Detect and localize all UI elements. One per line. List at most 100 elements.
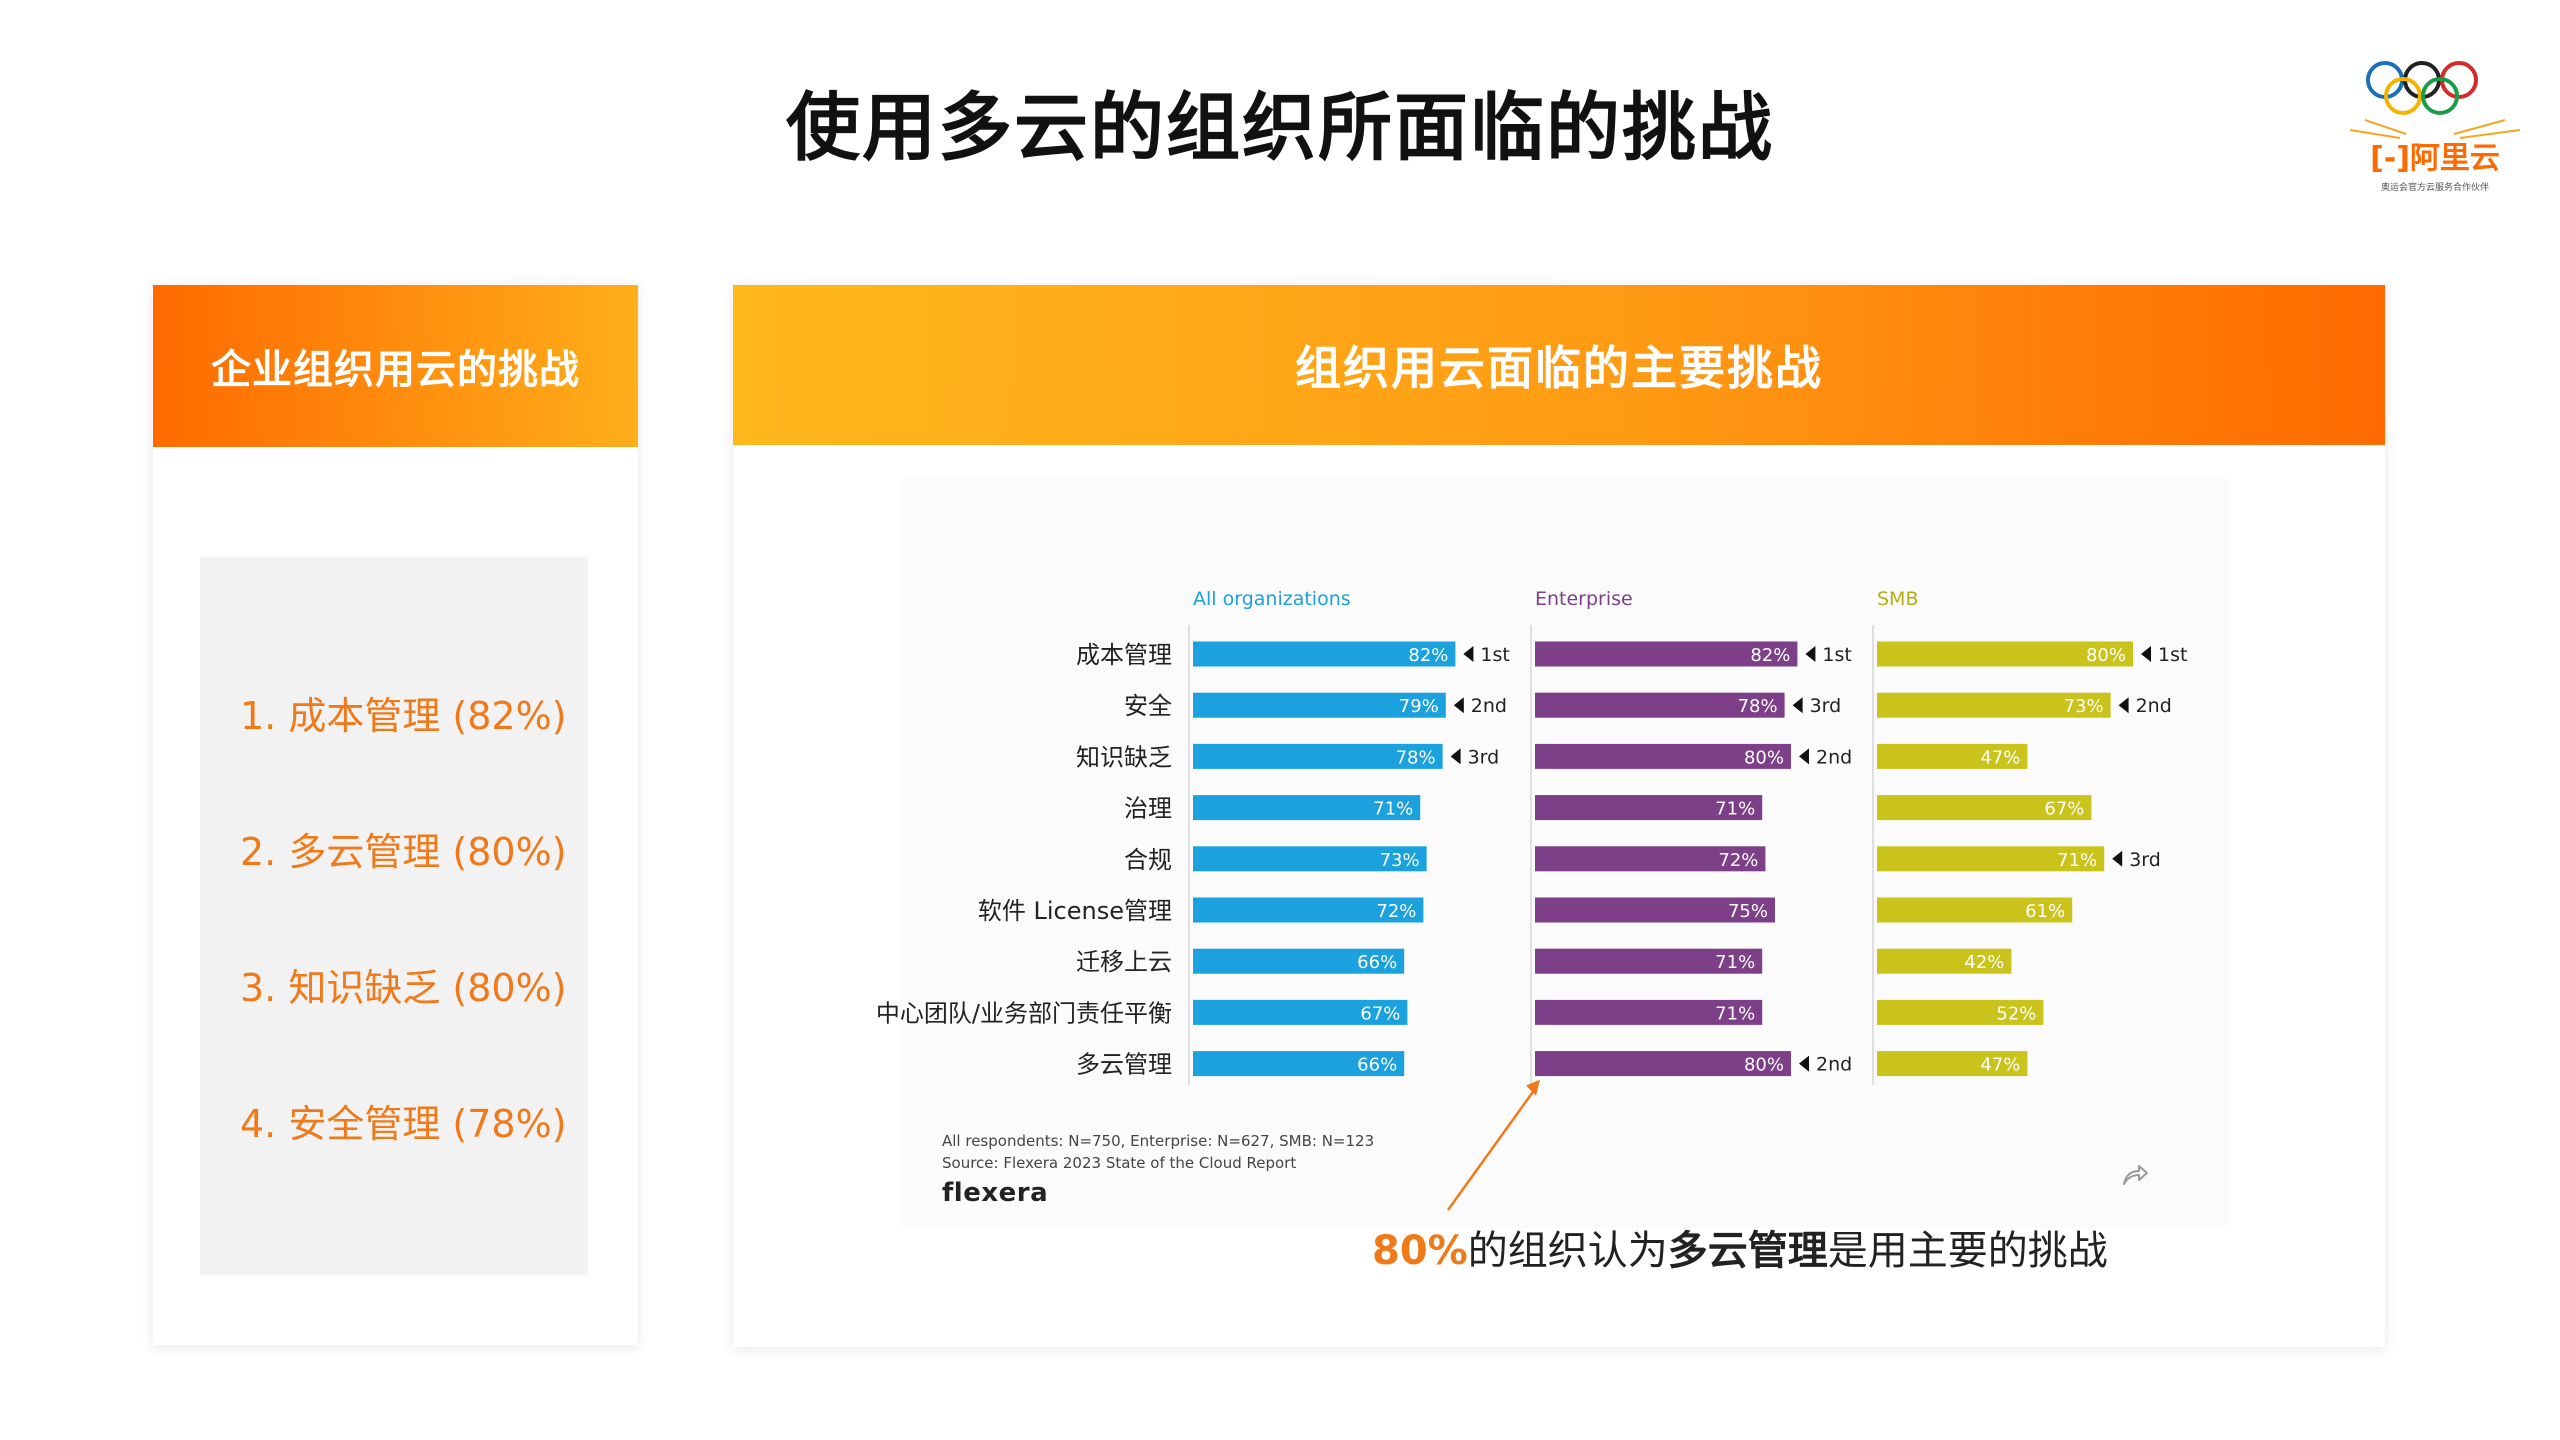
bar-value-label: 61% [2025,901,2065,922]
callout-arrowhead [1526,1079,1540,1096]
bar [1193,641,1456,667]
bar-value-label: 47% [1980,747,2020,768]
bar [1877,795,2092,821]
bar [1193,1051,1405,1077]
category-label: 软件 License管理 [978,897,1172,925]
bar [1535,948,1763,974]
list-item: 1. 成本管理 (82%) [240,694,567,738]
svg-text:奥运会官方云服务合作伙伴: 奥运会官方云服务合作伙伴 [2381,181,2489,193]
callout-arrow [1446,1086,1538,1211]
rank-marker [2118,697,2129,714]
category-label: 安全 [1124,692,1172,720]
bar-value-label: 82% [1750,645,1790,666]
rank-label: 3rd [2129,849,2161,871]
category-label: 多云管理 [1076,1051,1172,1079]
bar-value-label: 72% [1718,850,1758,871]
bar [1193,846,1427,872]
bar-value-label: 82% [1408,645,1448,666]
bar [1877,948,2012,974]
bar [1535,846,1766,872]
bar [1535,795,1763,821]
bar-value-label: 67% [1360,1003,1400,1024]
bar [1193,692,1446,718]
rank-label: 1st [1480,644,1509,666]
bar [1877,999,2044,1025]
category-label: 合规 [1124,846,1172,874]
footnote-respondents: All respondents: N=750, Enterprise: N=62… [942,1132,1375,1150]
category-label: 治理 [1124,795,1172,823]
rank-label: 2nd [2136,695,2172,717]
rank-label: 1st [1822,644,1851,666]
bar-value-label: 80% [1744,747,1784,768]
rank-label: 2nd [1816,746,1852,768]
category-label: 迁移上云 [1076,948,1172,976]
right-card-header: 组织用云面临的主要挑战 [733,285,2385,445]
rank-marker [2141,646,2151,662]
rank-marker [1799,748,1809,765]
bar [1877,743,2028,769]
bar-value-label: 66% [1357,952,1397,973]
bar-value-label: 80% [2086,645,2126,666]
bar [1193,999,1408,1025]
flexera-logo: flexera [942,1178,1049,1208]
bar-value-label: 71% [1715,1003,1755,1024]
bar [1193,795,1421,821]
category-label: 中心团队/业务部门责任平衡 [876,999,1172,1027]
series-label: Enterprise [1535,588,1633,610]
bar [1535,1051,1791,1077]
bar [1193,743,1443,769]
left-card-header: 企业组织用云的挑战 [153,285,638,447]
rank-marker [1805,646,1816,662]
bar [1877,846,2105,872]
bar-value-label: 78% [1396,747,1436,768]
bar [1535,897,1775,923]
series-label: SMB [1877,588,1919,610]
list-item: 3. 知识缺乏 (80%) [240,966,567,1010]
callout-highlight: 多云管理 [1667,1228,1828,1274]
left-card: 企业组织用云的挑战 1. 成本管理 (82%) 2. 多云管理 (80%) 3.… [153,285,638,1345]
bar-value-label: 66% [1357,1055,1397,1076]
bar [1535,743,1791,769]
bar [1877,641,2133,667]
series-label: All organizations [1193,588,1351,610]
challenge-list: 1. 成本管理 (82%) 2. 多云管理 (80%) 3. 知识缺乏 (80%… [200,557,588,1275]
bar-value-label: 73% [2064,696,2104,717]
bar-value-label: 67% [2044,799,2084,820]
bar-value-label: 42% [1964,952,2004,973]
rank-marker [1453,697,1464,714]
list-item: 2. 多云管理 (80%) [240,830,567,874]
bar-value-label: 71% [1715,799,1755,820]
bar-value-label: 71% [1715,952,1755,973]
callout-percentage: 80% [1372,1228,1468,1274]
share-icon[interactable] [2120,1160,2150,1190]
callout-text: 80%的组织认为多云管理是用主要的挑战 [1372,1228,2108,1274]
rank-label: 1st [2158,644,2187,666]
category-label: 成本管理 [1076,641,1172,669]
page-title: 使用多云的组织所面临的挑战 [786,85,1774,171]
rank-marker [2112,850,2123,867]
rank-marker [1792,697,1803,714]
bar-value-label: 71% [2057,850,2097,871]
bar-value-label: 52% [1996,1003,2036,1024]
bar-value-label: 79% [1399,696,1439,717]
rank-label: 2nd [1816,1054,1852,1076]
bar-value-label: 73% [1380,850,1420,871]
aliyun-olympic-logo: [-]阿里云 奥运会官方云服务合作伙伴 [2349,61,2521,193]
rank-label: 3rd [1810,695,1842,717]
bar-value-label: 75% [1728,901,1768,922]
bar [1535,692,1785,718]
category-label: 知识缺乏 [1076,743,1172,771]
rank-label: 3rd [1468,746,1500,768]
bar-value-label: 71% [1373,799,1413,820]
bar-value-label: 78% [1738,696,1778,717]
bar [1877,897,2073,923]
rank-marker [1463,646,1474,662]
bar-value-label: 80% [1744,1055,1784,1076]
rank-marker [1450,748,1461,765]
bar [1193,897,1424,923]
bar-value-label: 47% [1980,1055,2020,1076]
rank-marker [1799,1055,1809,1072]
list-item: 4. 安全管理 (78%) [240,1102,567,1146]
bar-value-label: 72% [1376,901,1416,922]
